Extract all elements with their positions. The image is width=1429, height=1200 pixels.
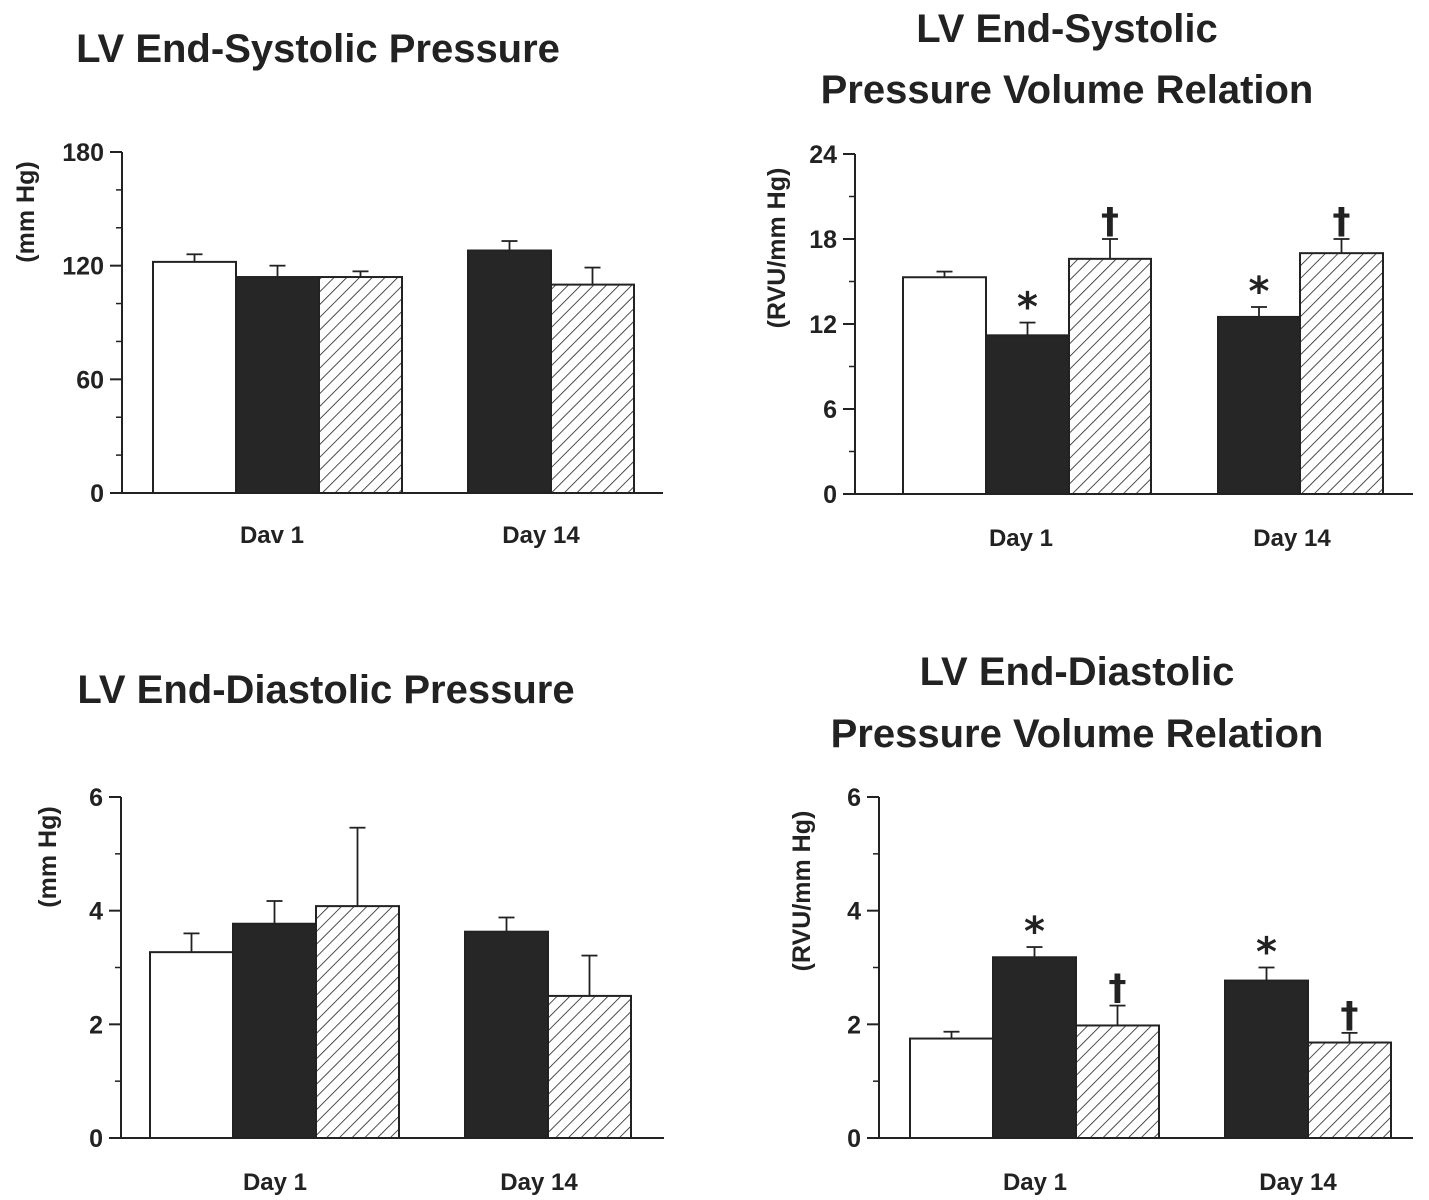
- bar-black: [992, 956, 1077, 1140]
- significance-dagger: †: [1101, 201, 1119, 242]
- x-category-label: Dav 1: [240, 522, 304, 549]
- y-tick-label: 6: [847, 784, 861, 812]
- y-axis-label: (mm Hg): [12, 161, 40, 262]
- x-category-label: Day 14: [502, 522, 580, 549]
- significance-dagger: †: [1333, 201, 1351, 242]
- y-axis-label: (RVU/mm Hg): [788, 811, 816, 972]
- y-tick-label: 0: [89, 1125, 103, 1153]
- x-category-label: Day 14: [1259, 1169, 1337, 1196]
- y-tick-label: 0: [823, 481, 837, 509]
- bar-hatch: [315, 905, 400, 1139]
- bar-hatch: [1299, 252, 1384, 495]
- chart-title: LV End-Diastolic Pressure: [77, 668, 574, 712]
- bar-hatch: [1075, 1024, 1160, 1139]
- x-category-label: Day 14: [1253, 525, 1331, 552]
- y-tick-label: 2: [89, 1011, 103, 1039]
- significance-dagger: †: [1341, 995, 1359, 1036]
- significance-asterisk: *: [1024, 909, 1045, 955]
- bar-white: [152, 260, 237, 494]
- chart-title: Pressure Volume Relation: [821, 68, 1314, 112]
- bar-hatch: [1307, 1041, 1392, 1140]
- bar-white: [902, 276, 987, 495]
- bar-black: [1217, 315, 1301, 495]
- x-category-label: Day 1: [1003, 1169, 1067, 1196]
- y-tick-label: 0: [847, 1125, 861, 1153]
- y-tick-label: 4: [89, 898, 103, 926]
- bar-black: [232, 922, 317, 1140]
- bar-white: [149, 951, 234, 1140]
- y-tick-label: 60: [76, 366, 104, 394]
- bar-black: [464, 930, 549, 1139]
- chart-title: LV End-Systolic: [916, 7, 1218, 51]
- chart-panel-1: LV End-Systolic Pressure (mm Hg) 0 60 120 180…: [12, 27, 663, 549]
- chart-title: LV End-Systolic Pressure: [76, 27, 560, 71]
- x-category-label: Day 1: [989, 525, 1053, 552]
- significance-asterisk: *: [1256, 930, 1277, 976]
- chart-title: Pressure Volume Relation: [831, 712, 1324, 756]
- chart-panel-4: LV End-Diastolic Pressure Volume Relation…: [788, 650, 1413, 1196]
- chart-title: LV End-Diastolic: [920, 650, 1235, 694]
- bar-hatch: [547, 994, 632, 1140]
- y-tick-label: 24: [809, 141, 837, 169]
- bar-black: [467, 249, 552, 494]
- y-axis-label: (RVU/mm Hg): [763, 168, 791, 329]
- y-tick-label: 120: [62, 253, 104, 281]
- y-tick-label: 0: [90, 480, 104, 508]
- significance-dagger: †: [1109, 968, 1127, 1009]
- x-category-label: Day 1: [243, 1169, 307, 1196]
- bar-hatch: [318, 276, 403, 494]
- bar-black: [235, 276, 320, 494]
- bar-white: [909, 1037, 994, 1139]
- significance-asterisk: *: [1249, 269, 1270, 315]
- bar-hatch: [1068, 257, 1152, 496]
- y-tick-label: 4: [847, 898, 861, 926]
- bar-black: [1224, 979, 1309, 1139]
- chart-panel-3: LV End-Diastolic Pressure (mm Hg) 0 2 4 6 Day …: [34, 668, 664, 1196]
- y-tick-label: 18: [809, 226, 837, 254]
- significance-asterisk: *: [1017, 285, 1038, 331]
- y-tick-label: 12: [809, 311, 837, 339]
- bar-hatch: [550, 283, 635, 494]
- bar-black: [985, 334, 1070, 496]
- y-tick-label: 180: [62, 139, 104, 167]
- y-axis-label: (mm Hg): [34, 806, 62, 907]
- chart-panel-2: LV End-Systolic Pressure Volume Relation (…: [763, 7, 1413, 552]
- y-tick-label: 2: [847, 1011, 861, 1039]
- y-tick-label: 6: [89, 784, 103, 812]
- x-category-label: Day 14: [500, 1169, 578, 1196]
- y-tick-label: 6: [823, 396, 837, 424]
